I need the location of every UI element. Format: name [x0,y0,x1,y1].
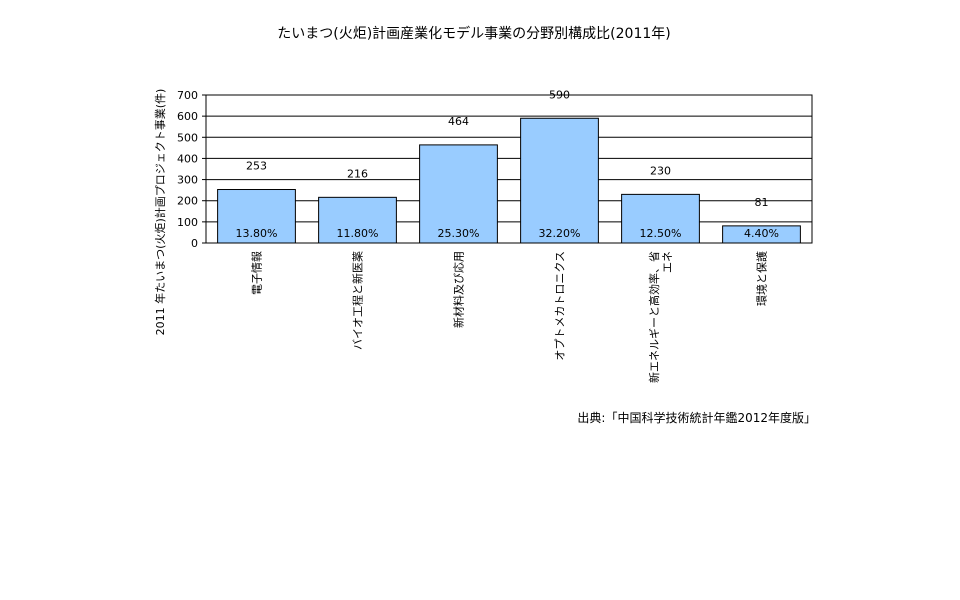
grid [206,115,812,223]
bar [520,117,599,244]
y-tick-label: 600 [177,110,198,123]
category-label-line: オプトメカトロニクス [554,251,567,361]
percent-label: 4.40% [744,227,779,240]
percent-label: 13.80% [236,227,278,240]
category-label: バイオ工程と新医薬 [351,251,365,350]
category-label-line: 新エネルギーと高効率、省 [647,251,661,383]
bar [419,144,498,244]
category-label-line: 新材料及び応用 [452,251,466,328]
y-tick-label: 200 [177,195,198,208]
value-label: 216 [347,167,368,180]
category-label: オプトメカトロニクス [554,251,567,361]
category-label-line: 環境と保護 [755,251,769,306]
category-label-line: バイオ工程と新医薬 [351,251,365,350]
value-label: 81 [755,196,769,209]
percent-label: 12.50% [640,227,682,240]
source-note: 出典:「中国科学技術統計年鑑2012年度版」 [577,410,816,425]
y-tick-label: 400 [177,152,198,165]
y-tick-label: 100 [177,216,198,229]
category-label: 新材料及び応用 [452,251,466,328]
bar [318,196,397,244]
percent-label: 11.80% [337,227,379,240]
category-label: 電子情報 [251,251,264,295]
y-axis-ticks: 0 100 200 300 400 500 600 700 [177,89,206,250]
percent-label: 32.20% [539,227,581,240]
bar [621,193,700,244]
category-label-line: エネ [661,251,674,273]
y-tick-label: 0 [191,237,198,250]
value-label: 464 [448,115,469,128]
data-labels: 25313.80%21611.80%46425.30%59032.20%2301… [236,88,779,240]
plot-area [205,94,813,244]
y-tick-label: 700 [177,89,198,102]
category-label: 環境と保護 [755,251,769,306]
category-label: 新エネルギーと高効率、省 エネ [647,251,674,383]
y-tick-label: 500 [177,131,198,144]
category-labels: 電子情報 バイオ工程と新医薬 新材料及び応用 オプトメカトロニクス 新エネルギーと高効率… [251,251,769,383]
y-axis-label: 2011 年たいまつ(火炬)計画プロジェクト事業(件) [153,89,167,336]
value-label: 253 [246,160,267,173]
category-label-line: 電子情報 [251,251,264,295]
percent-label: 25.30% [438,227,480,240]
chart-title: たいまつ(火炬)計画産業化モデル事業の分野別構成比(2011年) [277,25,670,42]
bars [217,117,801,244]
value-label: 230 [650,164,671,177]
y-tick-label: 300 [177,174,198,187]
